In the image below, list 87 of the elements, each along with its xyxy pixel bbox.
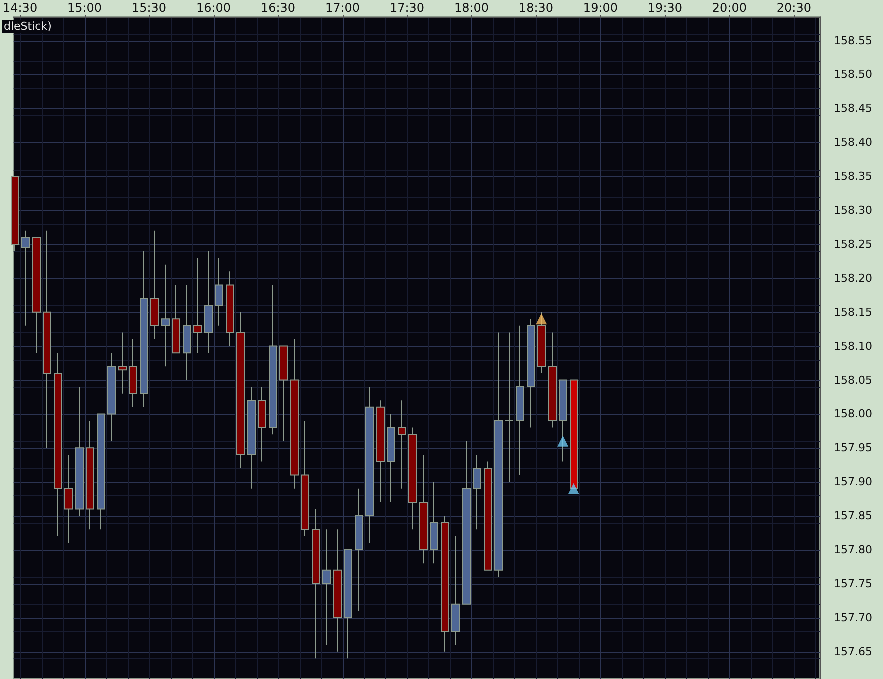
candlestick	[387, 414, 395, 503]
candlestick	[484, 461, 492, 571]
candlestick	[236, 312, 245, 470]
candlestick	[193, 258, 202, 354]
candlestick	[451, 536, 460, 646]
candlestick	[408, 427, 417, 530]
candlestick	[494, 332, 503, 578]
candlestick	[75, 386, 84, 517]
y-tick-label: 158.45	[834, 102, 872, 116]
x-tick-label: 17:00	[325, 1, 360, 15]
candlestick	[118, 332, 127, 394]
candlestick	[301, 420, 309, 537]
y-tick-label: 158.40	[834, 136, 872, 150]
candlestick	[64, 454, 73, 544]
candlestick	[473, 454, 481, 530]
x-tick-label: 18:30	[518, 1, 554, 15]
point	[568, 483, 580, 494]
x-tick-label: 16:00	[196, 1, 232, 15]
candlestick	[279, 346, 288, 442]
x-tick-label: 19:30	[648, 1, 683, 15]
candlestick	[398, 400, 406, 490]
candlestick	[516, 325, 524, 476]
candlestick	[441, 516, 449, 652]
x-tick-label: 14:30	[2, 1, 38, 15]
candlestick	[226, 271, 234, 347]
candlestick	[215, 258, 223, 326]
candlestick	[172, 284, 180, 354]
point	[536, 314, 548, 325]
y-tick-label: 158.20	[834, 272, 872, 285]
y-tick-label: 158.00	[834, 408, 872, 421]
candlestick	[322, 529, 331, 646]
candlestick	[161, 264, 170, 368]
candlestick	[290, 339, 299, 490]
point	[558, 436, 569, 447]
candlestick	[419, 454, 428, 564]
candlestick	[365, 386, 374, 544]
candlestick	[97, 414, 105, 530]
candlestick	[140, 250, 148, 408]
candlestick	[462, 440, 471, 605]
candlestick	[333, 529, 342, 652]
candlestick	[355, 488, 363, 612]
y-tick-label: 158.25	[834, 238, 872, 251]
candlestick	[258, 386, 266, 462]
y-tick-label: 157.70	[834, 611, 872, 624]
candlestick	[344, 549, 352, 660]
y-tick-label: 157.95	[834, 442, 872, 455]
y-tick-label: 158.10	[834, 340, 872, 353]
candlestick	[129, 339, 137, 408]
y-tick-label: 157.85	[834, 510, 872, 523]
candlestick	[505, 332, 514, 483]
candlestick	[537, 312, 546, 374]
x-tick-label: 19:00	[583, 1, 618, 15]
candlestick	[107, 352, 116, 442]
y-tick-label: 158.50	[834, 68, 872, 82]
candlestick	[548, 332, 557, 428]
candlestick	[269, 284, 277, 436]
candlestick	[559, 380, 567, 462]
candlestick	[204, 250, 213, 354]
candlestick	[150, 230, 159, 340]
y-tick-label: 157.90	[834, 476, 872, 489]
y-tick-label: 158.35	[834, 170, 872, 184]
candlestick	[527, 318, 535, 428]
y-tick-label: 157.80	[834, 543, 872, 556]
y-tick-label: 158.30	[834, 204, 872, 218]
x-tick-label: 15:30	[132, 1, 167, 15]
y-tick-label: 157.65	[834, 645, 872, 658]
x-tick-label: 17:30	[390, 1, 425, 15]
x-tick-label: 15:00	[67, 1, 102, 15]
candlestick	[312, 508, 320, 660]
y-tick-label: 157.75	[834, 577, 872, 590]
y-tick-label: 158.15	[834, 306, 872, 319]
candlestick	[430, 482, 438, 564]
x-tick-label: 20:30	[776, 1, 812, 15]
candlestick	[247, 386, 256, 490]
chart-title: dleStick)	[4, 20, 52, 33]
candlestick	[54, 352, 62, 537]
y-tick-label: 158.55	[834, 34, 872, 48]
x-tick-label: 20:00	[712, 1, 748, 15]
x-tick-label: 18:00	[454, 1, 490, 15]
x-tick-label: 16:30	[260, 1, 296, 15]
candlestick	[183, 284, 191, 381]
candlestick	[376, 400, 385, 503]
y-tick-label: 158.05	[834, 374, 872, 387]
candlestick	[43, 230, 51, 449]
candlestick	[21, 230, 30, 326]
candlestick	[32, 237, 41, 354]
candlestick	[86, 420, 94, 530]
